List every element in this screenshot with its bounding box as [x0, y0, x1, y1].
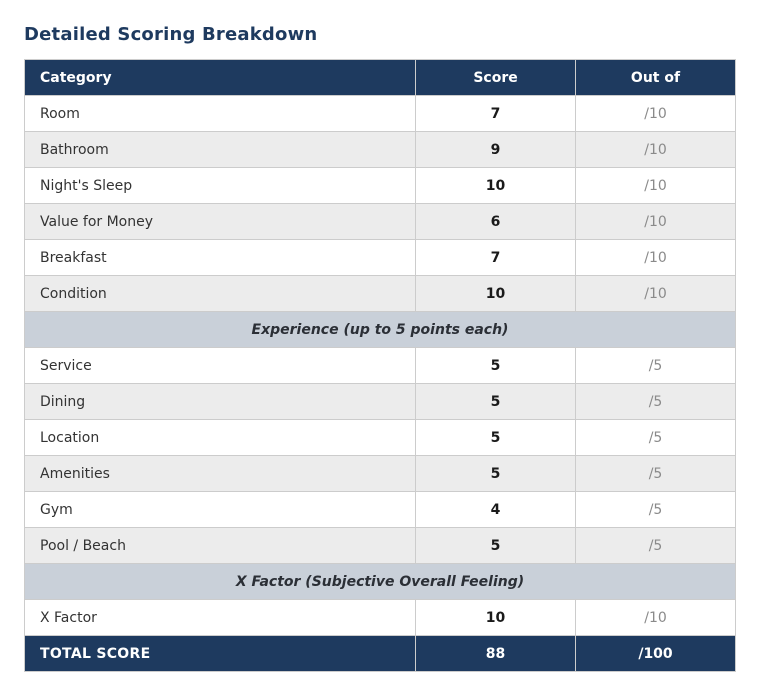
- score-cell: 5: [415, 455, 577, 492]
- score-cell: 5: [415, 419, 577, 456]
- total-outof-value: /100: [575, 635, 736, 672]
- category-cell: Dining: [23, 383, 417, 420]
- table-row: Night's Sleep 10 /10: [23, 167, 736, 204]
- score-cell: 4: [415, 491, 577, 528]
- table-row: Gym 4 /5: [23, 491, 736, 528]
- total-score-value: 88: [415, 635, 577, 672]
- category-cell: Breakfast: [23, 239, 417, 276]
- table-body: Room 7 /10 Bathroom 9 /10 Night's Sleep …: [23, 95, 736, 636]
- table-row: Value for Money 6 /10: [23, 203, 736, 240]
- outof-cell: /5: [575, 347, 736, 384]
- total-row: TOTAL SCORE 88 /100: [23, 635, 736, 672]
- table-row: X Factor 10 /10: [23, 599, 736, 636]
- section-header-row: X Factor (Subjective Overall Feeling): [24, 563, 736, 600]
- category-cell: Room: [23, 95, 417, 132]
- category-cell: Amenities: [23, 455, 417, 492]
- outof-cell: /5: [575, 455, 736, 492]
- total-label: TOTAL SCORE: [23, 635, 417, 672]
- column-header-outof: Out of: [575, 59, 736, 96]
- table-row: Service 5 /5: [23, 347, 736, 384]
- table-row: Pool / Beach 5 /5: [23, 527, 736, 564]
- table-row: Bathroom 9 /10: [23, 131, 736, 168]
- section-label: Experience (up to 5 points each): [24, 311, 736, 348]
- score-cell: 6: [415, 203, 577, 240]
- category-cell: Service: [23, 347, 417, 384]
- outof-cell: /10: [575, 275, 736, 312]
- section-label: X Factor (Subjective Overall Feeling): [24, 563, 736, 600]
- score-cell: 7: [415, 95, 577, 132]
- table-header: Category Score Out of: [23, 59, 736, 96]
- outof-cell: /10: [575, 599, 736, 636]
- score-cell: 5: [415, 527, 577, 564]
- table-row: Dining 5 /5: [23, 383, 736, 420]
- score-cell: 10: [415, 599, 577, 636]
- column-header-category: Category: [23, 59, 417, 96]
- outof-cell: /5: [575, 491, 736, 528]
- category-cell: X Factor: [23, 599, 417, 636]
- table-row: Room 7 /10: [23, 95, 736, 132]
- outof-cell: /5: [575, 419, 736, 456]
- outof-cell: /10: [575, 239, 736, 276]
- outof-cell: /10: [575, 203, 736, 240]
- outof-cell: /10: [575, 95, 736, 132]
- score-cell: 10: [415, 167, 577, 204]
- outof-cell: /5: [575, 527, 736, 564]
- table-row: Amenities 5 /5: [23, 455, 736, 492]
- page-title: Detailed Scoring Breakdown: [24, 24, 318, 45]
- table-footer: TOTAL SCORE 88 /100: [23, 635, 736, 672]
- header-row: Category Score Out of: [23, 59, 736, 96]
- score-cell: 5: [415, 347, 577, 384]
- category-cell: Condition: [23, 275, 417, 312]
- category-cell: Pool / Beach: [23, 527, 417, 564]
- outof-cell: /5: [575, 383, 736, 420]
- table-row: Condition 10 /10: [23, 275, 736, 312]
- scoring-table: Category Score Out of Room 7 /10 Bathroo…: [23, 59, 736, 672]
- section-header-row: Experience (up to 5 points each): [24, 311, 736, 348]
- category-cell: Gym: [23, 491, 417, 528]
- category-cell: Value for Money: [23, 203, 417, 240]
- category-cell: Night's Sleep: [23, 167, 417, 204]
- table-row: Breakfast 7 /10: [23, 239, 736, 276]
- outof-cell: /10: [575, 167, 736, 204]
- column-header-score: Score: [415, 59, 577, 96]
- category-cell: Bathroom: [23, 131, 417, 168]
- outof-cell: /10: [575, 131, 736, 168]
- score-cell: 7: [415, 239, 577, 276]
- category-cell: Location: [23, 419, 417, 456]
- score-cell: 10: [415, 275, 577, 312]
- table-row: Location 5 /5: [23, 419, 736, 456]
- score-cell: 9: [415, 131, 577, 168]
- score-cell: 5: [415, 383, 577, 420]
